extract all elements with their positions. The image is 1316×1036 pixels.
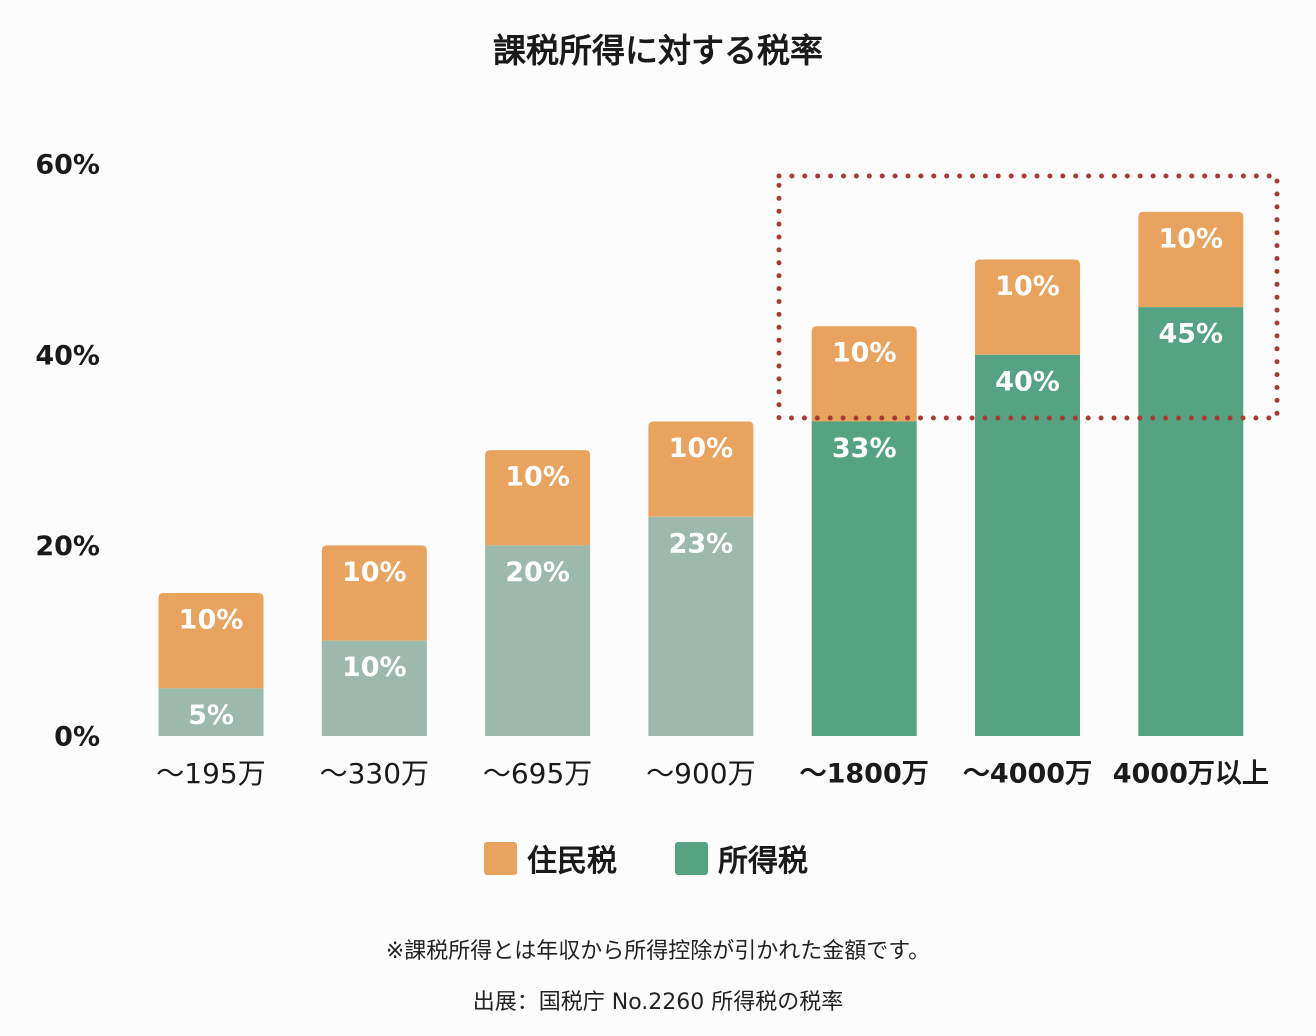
bar-segment-resident-tax — [158, 593, 264, 689]
data-label-resident-tax: 10% — [179, 605, 244, 636]
legend-item-income-tax: 所得税 — [675, 836, 808, 880]
data-label-resident-tax: 10% — [832, 338, 897, 369]
data-label-income-tax: 23% — [669, 528, 734, 559]
stacked-bar-chart: 0% 20% 40% 60% 10% 5% 〜195万 10% 10% 〜330万 10% 20% 〜6… — [35, 150, 1280, 790]
legend-item-resident-tax: 住民税 — [484, 836, 617, 880]
bar-segment-income-tax — [1138, 307, 1244, 736]
data-label-income-tax: 33% — [832, 433, 897, 464]
x-tick-label: 〜1800万 — [800, 759, 929, 790]
chart-title: 課税所得に対する税率 — [493, 31, 823, 70]
bar-segment-income-tax — [321, 640, 427, 736]
bar-segment-resident-tax — [321, 545, 427, 641]
x-tick-label: 〜4000万 — [963, 759, 1092, 790]
definition-note: ※課税所得とは年収から所得控除が引かれた金額です。 — [385, 939, 931, 964]
data-label-resident-tax: 10% — [342, 557, 407, 588]
data-label-income-tax: 20% — [505, 557, 570, 588]
legend-swatch-resident-tax — [484, 841, 517, 875]
bar-segment-income-tax — [485, 545, 591, 736]
data-label-resident-tax: 10% — [505, 462, 570, 493]
y-tick-label: 20% — [35, 531, 100, 562]
bar-segment-income-tax — [158, 688, 264, 736]
bar-segment-resident-tax — [485, 450, 591, 546]
y-tick-label: 0% — [54, 722, 100, 753]
x-tick-label: 4000万以上 — [1113, 759, 1269, 790]
data-label-resident-tax: 10% — [995, 271, 1060, 302]
bar-segment-resident-tax — [811, 326, 917, 422]
y-tick-label: 60% — [35, 150, 100, 181]
source-note: 出展：国税庁 No.2260 所得税の税率 — [472, 990, 844, 1015]
x-tick-label: 〜330万 — [320, 757, 429, 790]
x-tick-label: 〜695万 — [483, 757, 592, 790]
highlight-dotted-box — [776, 173, 1280, 421]
bar-segment-resident-tax — [648, 421, 754, 517]
data-label-resident-tax: 10% — [1158, 223, 1223, 254]
legend-swatch-income-tax — [675, 841, 708, 875]
bar-segment-income-tax — [975, 354, 1080, 736]
data-label-income-tax: 5% — [188, 700, 234, 731]
x-tick-label: 〜900万 — [646, 757, 755, 790]
y-tick-label: 40% — [35, 340, 100, 371]
bar-segment-resident-tax — [975, 259, 1080, 355]
data-label-income-tax: 45% — [1158, 319, 1223, 350]
data-label-resident-tax: 10% — [669, 433, 734, 464]
bar-segment-income-tax — [811, 421, 917, 736]
bar-segment-income-tax — [648, 516, 754, 736]
data-label-income-tax: 40% — [995, 366, 1060, 397]
legend-label: 住民税 — [527, 844, 617, 879]
x-tick-label: 〜195万 — [156, 757, 265, 790]
legend-label: 所得税 — [718, 844, 808, 879]
data-label-income-tax: 10% — [342, 652, 407, 683]
bar-segment-resident-tax — [1138, 211, 1244, 308]
